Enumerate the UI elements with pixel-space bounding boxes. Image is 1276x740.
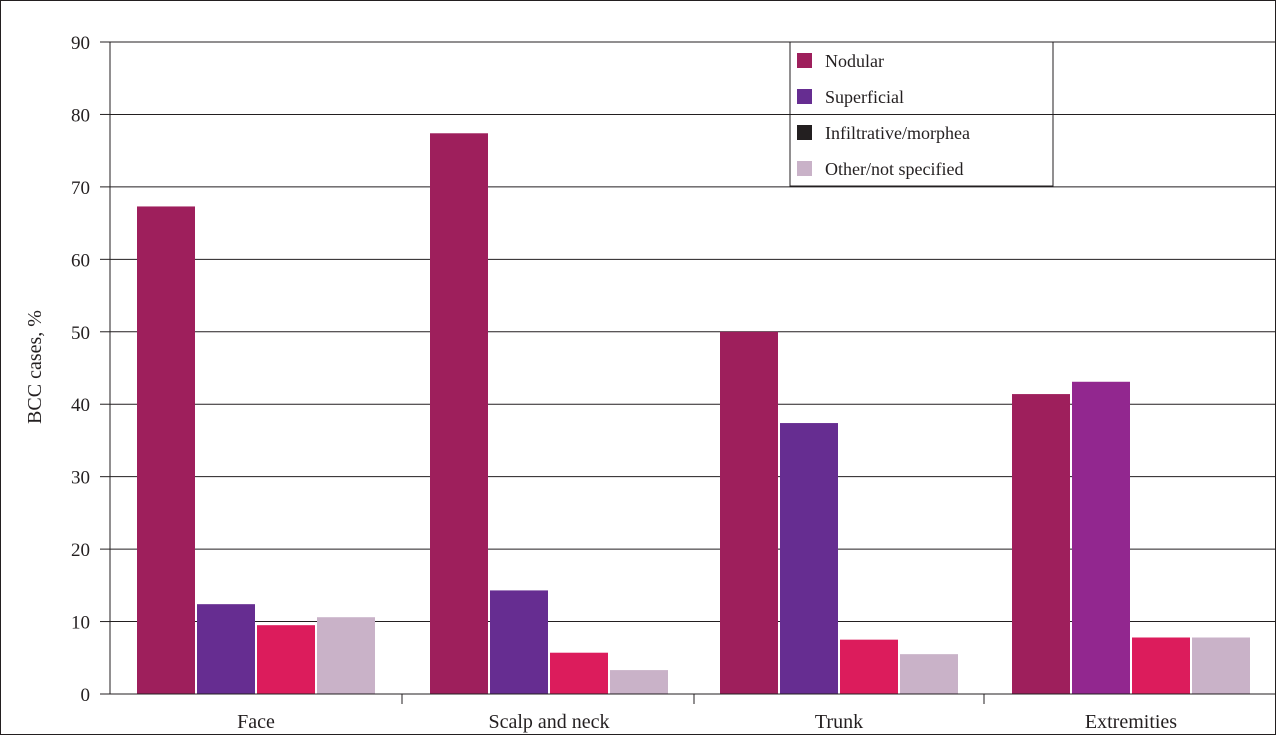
bar-other-extremities (1192, 637, 1250, 694)
bar-infiltrative-scalp-and-neck (550, 652, 608, 694)
bar-nodular-trunk (720, 331, 778, 694)
y-tick-label: 30 (71, 468, 90, 489)
y-tick-label: 70 (71, 178, 90, 199)
legend-label: Superficial (825, 87, 904, 107)
legend-swatch (797, 161, 812, 176)
legend-swatch (797, 125, 812, 140)
y-tick-label: 60 (71, 250, 90, 271)
y-tick-label: 10 (71, 613, 90, 634)
axes: 0 10 20 30 40 50 60 70 80 90 Face Scalp and neck Tru… (71, 33, 1276, 733)
y-axis-title: BCC cases, % (24, 310, 46, 424)
bar-other-scalp-and-neck (610, 670, 668, 694)
y-tick-label: 20 (71, 540, 90, 561)
x-category-label: Scalp and neck (488, 711, 609, 733)
y-tick-label: 80 (71, 105, 90, 126)
bar-nodular-scalp-and-neck (430, 133, 488, 694)
y-tick-label: 90 (71, 33, 90, 54)
bar-infiltrative-trunk (840, 639, 898, 694)
legend-swatch (797, 53, 812, 68)
bars (137, 133, 1250, 694)
bar-nodular-extremities (1012, 394, 1070, 694)
bar-superficial-extremities (1072, 381, 1130, 694)
legend-label: Other/not specified (825, 159, 963, 179)
bar-other-face (317, 617, 375, 694)
x-category-label: Trunk (815, 711, 863, 733)
y-tick-label: 40 (71, 395, 90, 416)
x-category-label: Extremities (1085, 711, 1177, 733)
x-category-label: Face (237, 711, 275, 733)
legend: Nodular Superficial Infiltrative/morphea Ot… (789, 41, 1276, 187)
legend-swatch (797, 89, 812, 104)
bar-infiltrative-extremities (1132, 637, 1190, 694)
legend-label: Infiltrative/morphea (825, 123, 970, 143)
bar-superficial-scalp-and-neck (490, 590, 548, 694)
bar-other-trunk (900, 654, 958, 694)
bar-infiltrative-face (257, 625, 315, 694)
bar-superficial-face (197, 604, 255, 694)
legend-label: Nodular (825, 51, 884, 71)
bar-superficial-trunk (780, 423, 838, 694)
y-tick-label: 50 (71, 323, 90, 344)
y-tick-label: 0 (81, 685, 91, 706)
bar-nodular-face (137, 206, 195, 694)
